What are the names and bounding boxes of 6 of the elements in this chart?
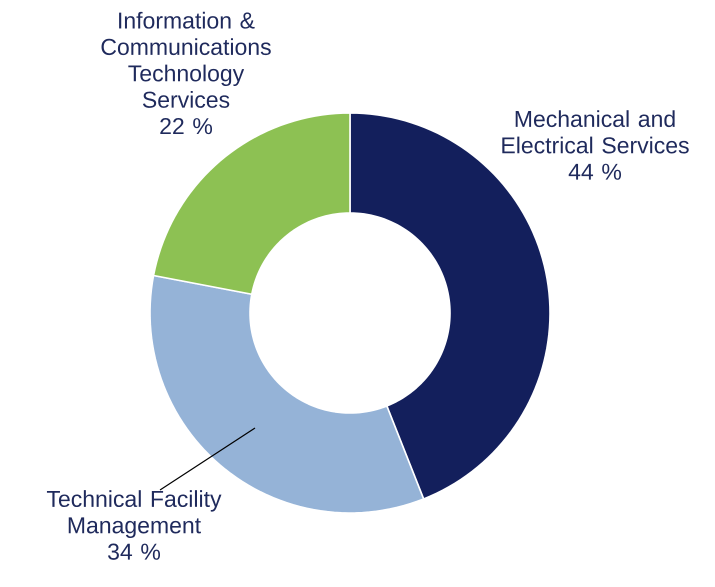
slice-label: Technical Facility Management: [46, 490, 222, 538]
slice-label: Information & Communications Technology Services: [102, 12, 271, 108]
data-label: 22 %: [160, 118, 212, 134]
data-label: 34 %: [108, 544, 160, 560]
slice-label: Mechanical and Electrical Services: [502, 110, 689, 154]
data-label: 44 %: [568, 164, 622, 180]
